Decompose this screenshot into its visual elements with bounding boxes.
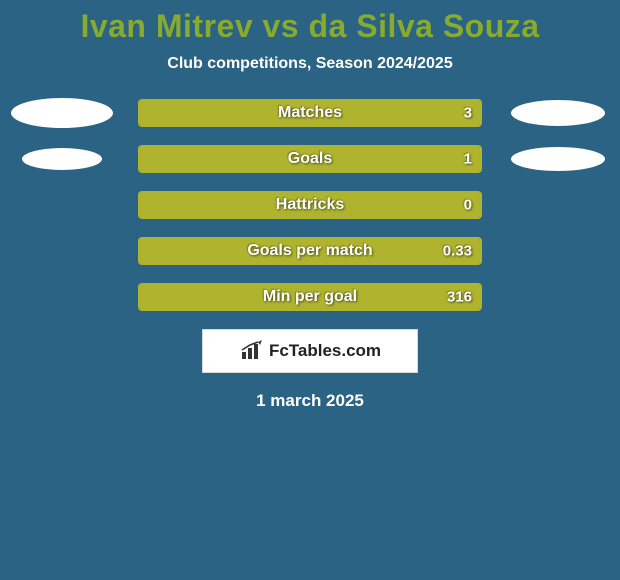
stat-value: 3 [464,105,472,122]
stat-label: Hattricks [276,196,344,214]
player-avatar-placeholder [511,100,605,126]
stat-row: Goals 1 [0,145,620,173]
stat-bar: Matches 3 [138,99,482,127]
right-avatar-slot [502,100,614,126]
comparison-card: Ivan Mitrev vs da Silva Souza Club compe… [0,0,620,580]
stat-value: 316 [447,289,472,306]
stat-value: 1 [464,151,472,168]
stat-bar: Hattricks 0 [138,191,482,219]
stat-bar: Goals 1 [138,145,482,173]
stat-label: Goals [288,150,332,168]
date-label: 1 march 2025 [0,391,620,411]
stat-row: Matches 3 [0,99,620,127]
stat-label: Matches [278,104,342,122]
stat-row: Goals per match 0.33 [0,237,620,265]
brand-text: FcTables.com [269,341,381,361]
player-avatar-placeholder [511,147,605,171]
stat-row: Min per goal 316 [0,283,620,311]
stat-label: Min per goal [263,288,357,306]
stat-bar: Goals per match 0.33 [138,237,482,265]
left-avatar-slot [6,148,118,170]
brand-chart-icon [239,340,265,362]
stat-value: 0 [464,197,472,214]
page-title: Ivan Mitrev vs da Silva Souza [0,8,620,45]
right-avatar-slot [502,147,614,171]
stats-rows: Matches 3 Goals 1 Hattricks 0 Goals per match 0… [0,99,620,311]
stat-label: Goals per match [247,242,372,260]
brand-box[interactable]: FcTables.com [202,329,418,373]
player-avatar-placeholder [22,148,102,170]
stat-value: 0.33 [443,243,472,260]
stat-row: Hattricks 0 [0,191,620,219]
left-avatar-slot [6,98,118,128]
player-avatar-placeholder [11,98,113,128]
subtitle: Club competitions, Season 2024/2025 [0,55,620,73]
stat-bar: Min per goal 316 [138,283,482,311]
